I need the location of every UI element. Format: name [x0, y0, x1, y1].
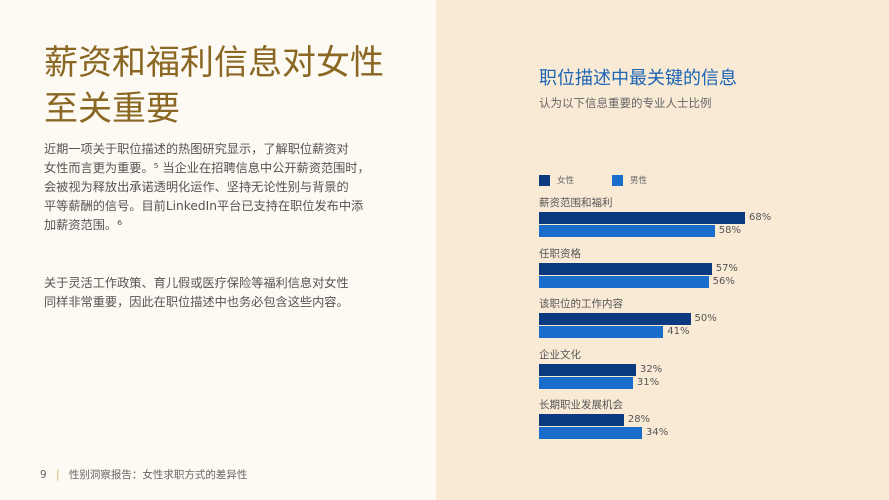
bar-men — [539, 275, 709, 288]
paragraph-line: 平等薪酬的信号。目前LinkedIn平台已支持在职位发布中添 — [44, 199, 364, 213]
chart-category: 该职位的工作内容 50% 41% — [539, 296, 869, 346]
bar-value-label: 57% — [715, 262, 738, 274]
paragraph-line: 加薪资范围。⁶ — [44, 218, 123, 232]
bar-value-label: 32% — [639, 363, 663, 375]
bar-value-label: 31% — [636, 376, 660, 388]
legend-item: 女性 — [539, 174, 574, 186]
category-label: 企业文化 — [539, 348, 581, 361]
chart-category: 长期职业发展机会 28% 34% — [539, 397, 869, 447]
bar-men — [539, 225, 715, 237]
bar-women — [539, 212, 746, 224]
left-panel: 薪资和福利信息对女性 至关重要 近期一项关于职位描述的热图研究显示，了解职位薪资… — [0, 0, 436, 500]
legend-label: 女性 — [557, 176, 575, 186]
body-paragraph-benefits: 关于灵活工作政策、育儿假或医疗保险等福利信息对女性 同样非常重要，因此在职位描述… — [44, 274, 374, 312]
bar-value-label: 56% — [712, 275, 735, 287]
bar-men — [539, 376, 633, 389]
category-label: 长期职业发展机会 — [539, 399, 623, 411]
bar-value-label: 41% — [667, 326, 690, 337]
footer-report-title: 性别洞察报告：女性求职方式的差异性 — [68, 469, 248, 481]
chart-category: 薪资范围和福利 68% 58% — [539, 195, 869, 245]
bar-value-label: 68% — [749, 212, 772, 223]
bar-value-label: 50% — [694, 313, 717, 324]
bar-chart: 薪资范围和福利 68% 58% 任职资格 57% 56% 该职位的工作内容 50% 41% 企业文… — [539, 195, 869, 445]
bar-value-label: 58% — [718, 225, 741, 236]
footer-separator: | — [56, 469, 60, 481]
bar-value-label: 34% — [646, 427, 669, 438]
chart-category: 任职资格 57% 56% — [539, 246, 869, 296]
right-panel — [436, 0, 889, 500]
legend-swatch — [612, 174, 623, 186]
chart-subtitle: 认为以下信息重要的专业人士比例 — [539, 96, 712, 110]
page-number: 9 — [40, 469, 47, 481]
bar-women — [539, 313, 691, 325]
paragraph-line: 近期一项关于职位描述的热图研究显示，了解职位薪资对 — [44, 142, 349, 156]
bar-men — [539, 326, 664, 338]
paragraph-line: 关于灵活工作政策、育儿假或医疗保险等福利信息对女性 — [44, 276, 349, 290]
chart-title: 职位描述中最关键的信息 — [539, 68, 737, 89]
legend-label: 男性 — [630, 176, 648, 186]
paragraph-line: 同样非常重要，因此在职位描述中也务必包含这些内容。 — [44, 295, 349, 309]
bar-women — [539, 262, 712, 275]
paragraph-line: 会被视为释放出承诺透明化运作、坚持无论性别与背景的 — [44, 180, 349, 194]
category-label: 薪资范围和福利 — [539, 197, 613, 209]
category-label: 任职资格 — [539, 247, 581, 260]
bar-men — [539, 427, 643, 439]
legend-swatch — [539, 174, 550, 186]
bar-value-label: 28% — [627, 414, 651, 425]
chart-category: 企业文化 32% 31% — [539, 347, 869, 397]
bar-women — [539, 414, 624, 426]
body-paragraph-salary: 近期一项关于职位描述的热图研究显示，了解职位薪资对 女性而言更为重要。⁵ 当企业… — [44, 140, 374, 235]
page-footer: 9 | 性别洞察报告：女性求职方式的差异性 — [40, 467, 247, 482]
headline-line: 薪资和福利信息对女性 — [44, 43, 384, 83]
headline-line: 至关重要 — [44, 89, 180, 129]
category-label: 该职位的工作内容 — [539, 298, 623, 310]
page-headline: 薪资和福利信息对女性 至关重要 — [44, 40, 424, 132]
bar-women — [539, 363, 636, 376]
legend-item: 男性 — [612, 174, 647, 186]
paragraph-line: 女性而言更为重要。⁵ 当企业在招聘信息中公开薪资范围时， — [44, 161, 370, 175]
